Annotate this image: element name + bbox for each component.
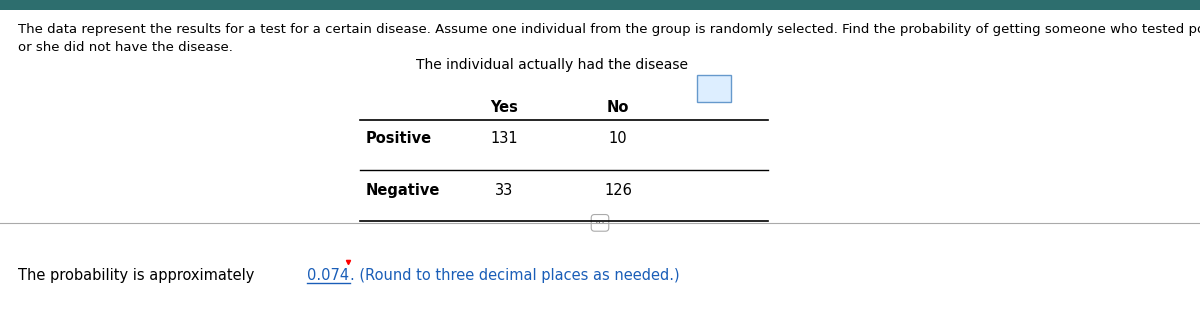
Text: 0.074: 0.074 — [307, 268, 349, 283]
Text: Positive: Positive — [366, 131, 432, 146]
Text: Yes: Yes — [490, 100, 518, 115]
Text: 126: 126 — [604, 183, 632, 198]
Text: The data represent the results for a test for a certain disease. Assume one indi: The data represent the results for a tes… — [18, 23, 1200, 54]
Text: 131: 131 — [490, 131, 518, 146]
Text: 10: 10 — [608, 131, 628, 146]
Text: The individual actually had the disease: The individual actually had the disease — [416, 58, 688, 72]
Text: 33: 33 — [494, 183, 514, 198]
Text: The probability is approximately: The probability is approximately — [18, 268, 259, 283]
Text: . (Round to three decimal places as needed.): . (Round to three decimal places as need… — [350, 268, 680, 283]
Text: ···: ··· — [594, 218, 606, 228]
Text: Negative: Negative — [366, 183, 440, 198]
Text: No: No — [607, 100, 629, 115]
